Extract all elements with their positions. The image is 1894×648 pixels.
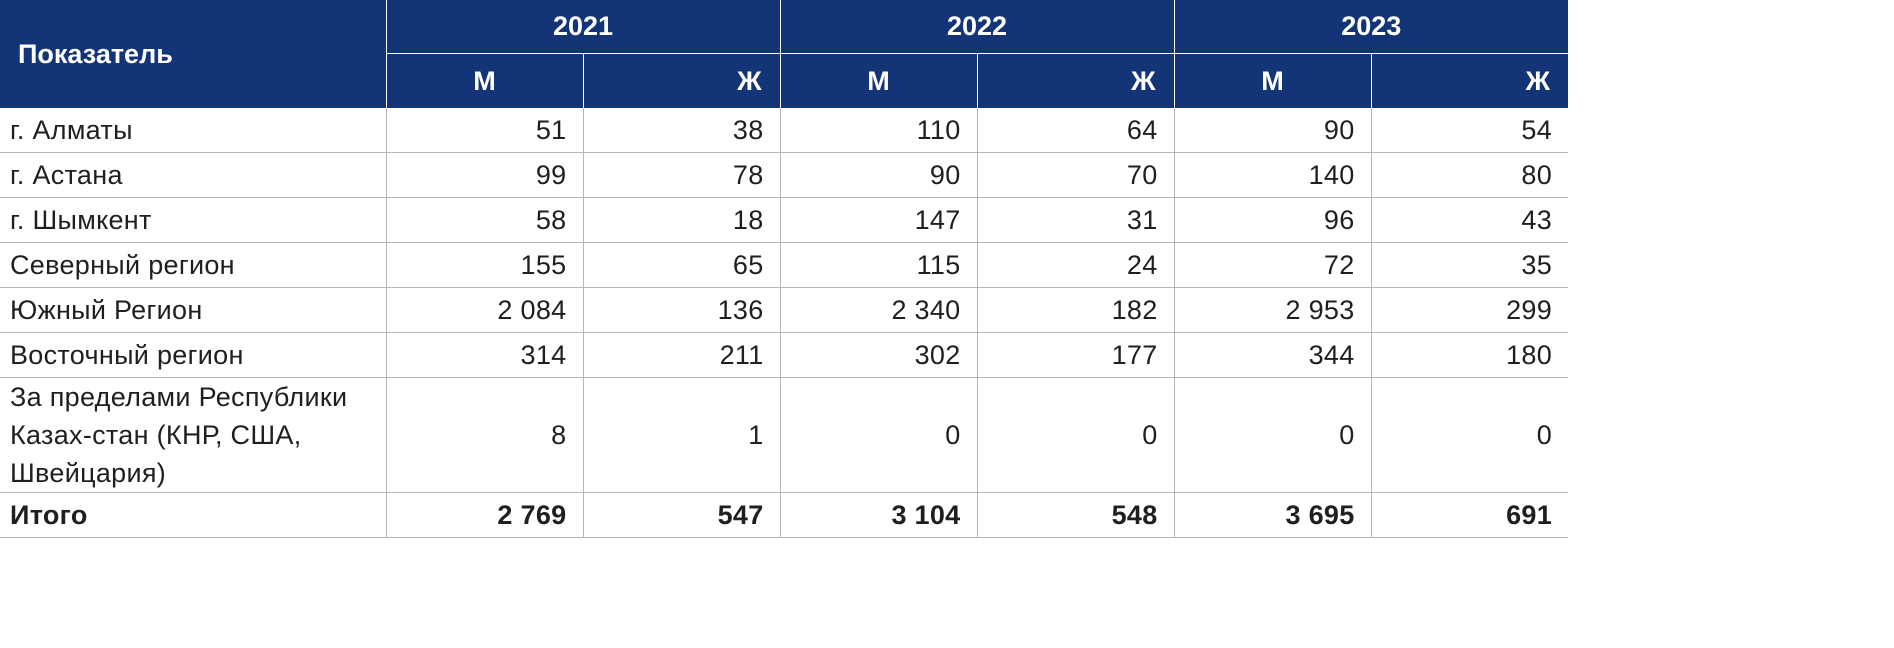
table-cell: 299 xyxy=(1370,287,1569,333)
table-cell: 2 953 xyxy=(1173,287,1372,333)
total-cell: 548 xyxy=(976,492,1175,538)
table-cell: 80 xyxy=(1370,152,1569,198)
sex-header: Ж xyxy=(1370,53,1569,108)
table-cell: 147 xyxy=(779,197,978,243)
table-cell: 31 xyxy=(976,197,1175,243)
table-cell: 110 xyxy=(779,108,978,153)
table-cell: 314 xyxy=(385,332,583,378)
table-row: Северный регион 155 65 115 24 72 35 xyxy=(0,242,1569,288)
year-header-2023: 2023 xyxy=(1173,0,1569,54)
row-label: Южный Регион xyxy=(0,287,386,333)
total-cell: 547 xyxy=(582,492,781,538)
table-cell: 65 xyxy=(582,242,781,288)
row-label: г. Астана xyxy=(0,152,386,198)
indicator-header: Показатель xyxy=(0,0,386,108)
table-cell: 1 xyxy=(582,377,781,493)
sex-header: М xyxy=(779,53,978,108)
row-label: За пределами Республики Казах-стан (КНР,… xyxy=(0,377,386,493)
table-cell: 8 xyxy=(385,377,583,493)
table-cell: 2 084 xyxy=(385,287,583,333)
table-cell: 0 xyxy=(779,377,978,493)
year-header-2021: 2021 xyxy=(385,0,781,54)
total-cell: 3 695 xyxy=(1173,492,1372,538)
table-cell: 302 xyxy=(779,332,978,378)
table-cell: 115 xyxy=(779,242,978,288)
total-cell: 691 xyxy=(1370,492,1569,538)
table-cell: 90 xyxy=(1173,108,1372,153)
table-cell: 0 xyxy=(1370,377,1569,493)
table-cell: 24 xyxy=(976,242,1175,288)
total-label: Итого xyxy=(0,492,386,538)
table-cell: 155 xyxy=(385,242,583,288)
data-table: Показатель 2021 2022 2023 М Ж М Ж М Ж г.… xyxy=(0,0,1569,538)
total-cell: 3 104 xyxy=(779,492,978,538)
table-row: Восточный регион 314 211 302 177 344 180 xyxy=(0,332,1569,378)
table-row: г. Алматы 51 38 110 64 90 54 xyxy=(0,108,1569,153)
table-cell: 140 xyxy=(1173,152,1372,198)
sex-header: Ж xyxy=(976,53,1175,108)
sex-header: М xyxy=(385,53,583,108)
table-cell: 96 xyxy=(1173,197,1372,243)
table-cell: 38 xyxy=(582,108,781,153)
table-cell: 344 xyxy=(1173,332,1372,378)
table-cell: 99 xyxy=(385,152,583,198)
row-label: г. Шымкент xyxy=(0,197,386,243)
table-row: За пределами Республики Казах-стан (КНР,… xyxy=(0,377,1569,493)
table-cell: 0 xyxy=(1173,377,1372,493)
table-cell: 54 xyxy=(1370,108,1569,153)
table-cell: 182 xyxy=(976,287,1175,333)
table-cell: 136 xyxy=(582,287,781,333)
table-row: Южный Регион 2 084 136 2 340 182 2 953 2… xyxy=(0,287,1569,333)
row-label: Северный регион xyxy=(0,242,386,288)
table-cell: 72 xyxy=(1173,242,1372,288)
table-cell: 18 xyxy=(582,197,781,243)
table-body: г. Алматы 51 38 110 64 90 54 г. Астана 9… xyxy=(0,108,1569,538)
table-cell: 180 xyxy=(1370,332,1569,378)
table-cell: 64 xyxy=(976,108,1175,153)
sex-header: Ж xyxy=(582,53,781,108)
table-cell: 90 xyxy=(779,152,978,198)
table-cell: 177 xyxy=(976,332,1175,378)
table-cell: 2 340 xyxy=(779,287,978,333)
total-row: Итого 2 769 547 3 104 548 3 695 691 xyxy=(0,492,1569,538)
table-cell: 51 xyxy=(385,108,583,153)
table-cell: 43 xyxy=(1370,197,1569,243)
table-row: г. Астана 99 78 90 70 140 80 xyxy=(0,152,1569,198)
row-label: Восточный регион xyxy=(0,332,386,378)
row-label: г. Алматы xyxy=(0,108,386,153)
table-cell: 35 xyxy=(1370,242,1569,288)
year-header-2022: 2022 xyxy=(779,0,1175,54)
table-cell: 70 xyxy=(976,152,1175,198)
table-header: Показатель 2021 2022 2023 М Ж М Ж М Ж xyxy=(0,0,1569,108)
table-cell: 78 xyxy=(582,152,781,198)
sex-header: М xyxy=(1173,53,1372,108)
table-row: г. Шымкент 58 18 147 31 96 43 xyxy=(0,197,1569,243)
total-cell: 2 769 xyxy=(385,492,583,538)
table-cell: 58 xyxy=(385,197,583,243)
table-cell: 211 xyxy=(582,332,781,378)
table-cell: 0 xyxy=(976,377,1175,493)
